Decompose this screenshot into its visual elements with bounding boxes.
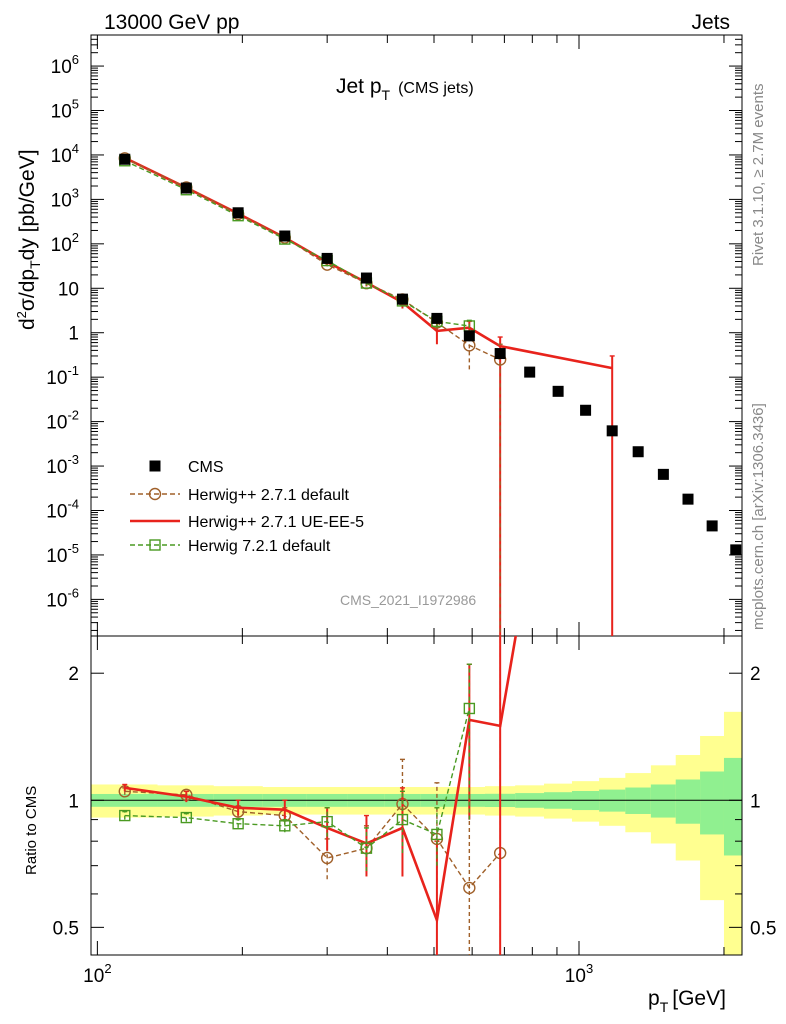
main-y-tick-label: 103	[51, 185, 79, 211]
main-data-point	[730, 544, 742, 556]
main-data-point	[494, 348, 506, 360]
main-data-point	[232, 207, 244, 219]
legend-label: Herwig 7.2.1 default	[188, 538, 331, 555]
main-data-point	[463, 330, 475, 342]
legend-entry-herwig-7-2-1-default: Herwig 7.2.1 default	[130, 538, 331, 555]
stat-uncertainty-band	[650, 784, 677, 818]
main-y-tick-label: 104	[51, 141, 79, 167]
main-data-point	[180, 182, 192, 194]
main-data-point	[431, 312, 443, 324]
main-data-point	[396, 293, 408, 305]
main-data-point	[706, 520, 718, 532]
main-series-line	[124, 157, 501, 361]
chart-title-main: Jet p	[336, 75, 382, 98]
mcplots-label: mcplots.cern.ch [arXiv:1306.3436]	[750, 403, 767, 630]
energy-label: 13000 GeV pp	[104, 11, 239, 34]
chart-title-sub: T	[382, 87, 391, 103]
ratio-series-herwig-7-2-1-default	[119, 663, 476, 871]
main-y-axis-label: d2σ/dpTdy [pb/GeV]	[14, 149, 43, 330]
ratio-series-herwig-2-7-1-default	[118, 636, 507, 955]
stat-uncertainty-band	[700, 771, 725, 835]
ratio-data-point	[360, 842, 373, 854]
chart-title: Jet pT (CMS jets)	[336, 75, 474, 103]
x-tick-label: 103	[565, 961, 593, 987]
main-y-tick-label: 10-4	[46, 496, 79, 522]
main-y-tick-label: 1	[68, 324, 79, 345]
ratio-data-point	[232, 818, 244, 830]
main-y-tick-label: 10-3	[46, 452, 79, 478]
legend-entry-cms: CMS	[149, 459, 224, 476]
ratio-data-point	[463, 881, 476, 895]
main-data-point	[552, 385, 564, 397]
ratio-data-point	[279, 820, 291, 832]
main-y-tick-label: 10-5	[46, 541, 79, 567]
main-y-tick-label: 105	[51, 97, 79, 123]
main-panel-data	[118, 152, 742, 636]
main-data-point	[524, 366, 536, 378]
ratio-y-tick-label: 2	[68, 664, 79, 685]
chart-title-paren: (CMS jets)	[398, 80, 474, 97]
ratio-data-point	[396, 813, 409, 826]
main-y-tick-label: 10-2	[46, 408, 79, 434]
main-y-tick-label: 10-6	[46, 585, 79, 611]
main-data-point	[657, 468, 669, 480]
legend-marker	[149, 460, 161, 472]
x-tick-label: 102	[83, 961, 111, 987]
legend-entry-herwig-2-7-1-default: Herwig++ 2.7.1 default	[130, 487, 350, 504]
main-data-point	[632, 446, 644, 458]
ratio-panel-data	[118, 636, 518, 955]
x-axis-label: pT [GeV]	[648, 987, 726, 1015]
legend-label: Herwig++ 2.7.1 UE-EE-5	[188, 514, 364, 531]
main-data-point	[360, 272, 372, 284]
legend-label: Herwig++ 2.7.1 default	[188, 487, 350, 504]
ratio-data-point	[431, 828, 443, 841]
legend-marker	[149, 539, 161, 551]
main-data-point	[580, 404, 592, 416]
main-series-herwig-2-7-1-ue-ee-5	[122, 156, 615, 636]
legend-entry-herwig-2-7-1-ue-ee-5: Herwig++ 2.7.1 UE-EE-5	[130, 514, 364, 531]
analysis-watermark: CMS_2021_I1972986	[340, 592, 476, 608]
axis-tick-labels: 10610510410310210110-110-210-310-410-510…	[46, 52, 776, 987]
ratio-data-point	[180, 811, 193, 824]
ratio-panel-frame	[90, 635, 743, 956]
main-series-line	[124, 156, 613, 370]
ratio-y-tick-label: 0.5	[53, 918, 79, 939]
main-y-tick-label: 102	[51, 230, 79, 256]
main-series-cms	[119, 153, 742, 556]
main-y-tick-label: 10	[58, 279, 79, 300]
main-y-tick-label: 10-1	[46, 363, 79, 389]
ratio-y-tick-label-right: 0.5	[750, 918, 776, 939]
legend: CMS Herwig++ 2.7.1 default Herwig++ 2.7.1 …	[130, 459, 364, 555]
ratio-data-point	[119, 809, 131, 822]
ratio-y-tick-label-right: 2	[750, 664, 761, 685]
ratio-data-point	[463, 702, 476, 715]
main-data-point	[321, 252, 333, 264]
ratio-y-tick-label: 1	[68, 791, 79, 812]
ratio-uncertainty-bands	[91, 711, 742, 955]
main-data-point	[119, 153, 131, 165]
legend-marker	[148, 487, 162, 501]
ratio-y-tick-label-right: 1	[750, 791, 761, 812]
main-data-point	[606, 425, 618, 437]
ratio-data-point	[320, 851, 334, 865]
jets-label: Jets	[691, 11, 730, 34]
ratio-y-axis-label: Ratio to CMS	[23, 786, 40, 875]
stat-uncertainty-band	[675, 779, 701, 824]
main-data-point	[279, 230, 291, 242]
stat-uncertainty-band	[723, 757, 742, 856]
main-y-tick-label: 106	[51, 52, 79, 78]
legend-label: CMS	[188, 459, 224, 476]
ratio-data-point	[321, 815, 333, 828]
main-data-point	[682, 493, 694, 505]
rivet-version-label: Rivet 3.1.10, ≥ 2.7M events	[750, 84, 767, 267]
ratio-series-line	[124, 636, 518, 926]
